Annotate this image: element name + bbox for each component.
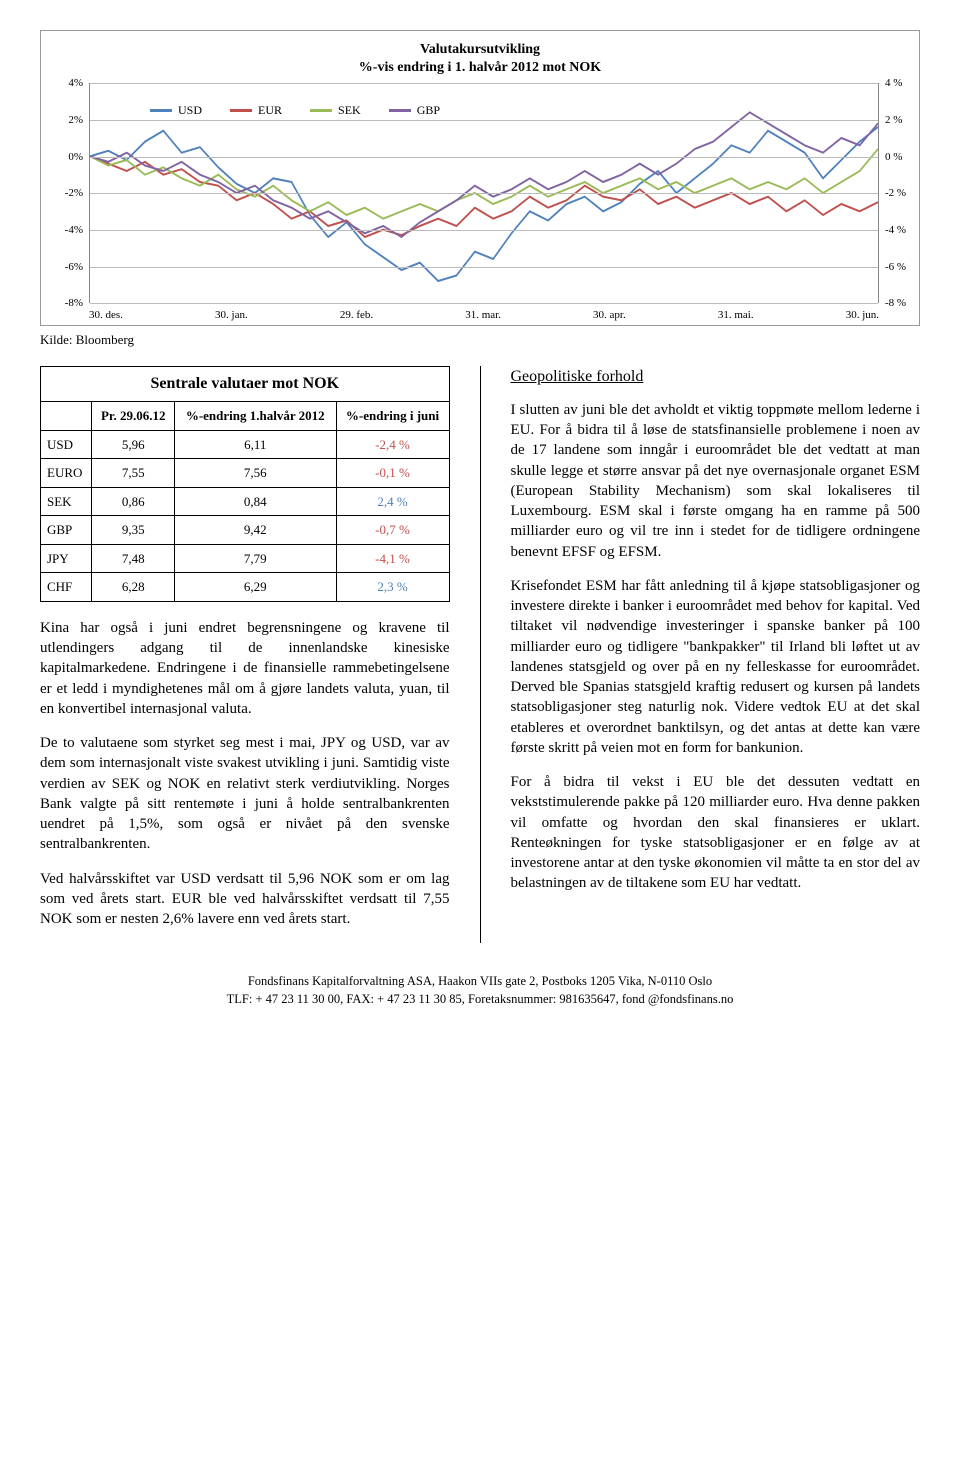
- right-p3: For å bidra til vekst i EU ble det dessu…: [511, 772, 921, 894]
- footer-line1: Fondsfinans Kapitalforvaltning ASA, Haak…: [40, 973, 920, 991]
- right-column: Geopolitiske forhold I slutten av juni b…: [511, 366, 921, 907]
- right-heading: Geopolitiske forhold: [511, 366, 921, 388]
- left-p1: Kina har også i juni endret begrensninge…: [40, 618, 450, 719]
- y-axis-right: 4 %2 %0 %-2 %-4 %-6 %-8 %: [885, 83, 915, 303]
- text-columns: Sentrale valutaer mot NOK Pr. 29.06.12%-…: [40, 366, 920, 943]
- currency-chart: Valutakursutvikling %-vis endring i 1. h…: [40, 30, 920, 326]
- right-p2: Krisefondet ESM har fått anledning til å…: [511, 576, 921, 758]
- table-title: Sentrale valutaer mot NOK: [40, 366, 450, 401]
- left-p3: Ved halvårsskiftet var USD verdsatt til …: [40, 869, 450, 930]
- y-axis-left: 4%2%0%-2%-4%-6%-8%: [53, 83, 83, 303]
- column-divider: [480, 366, 481, 943]
- chart-title-line1: Valutakursutvikling: [420, 42, 540, 57]
- chart-title-line2: %-vis endring i 1. halvår 2012 mot NOK: [359, 60, 601, 75]
- left-p2: De to valutaene som styrket seg mest i m…: [40, 733, 450, 855]
- left-column: Sentrale valutaer mot NOK Pr. 29.06.12%-…: [40, 366, 450, 943]
- right-p1: I slutten av juni ble det avholdt et vik…: [511, 400, 921, 562]
- page-footer: Fondsfinans Kapitalforvaltning ASA, Haak…: [40, 973, 920, 1008]
- x-axis: 30. des.30. jan.29. feb.31. mar.30. apr.…: [89, 309, 879, 321]
- chart-source: Kilde: Bloomberg: [40, 332, 920, 348]
- chart-title: Valutakursutvikling %-vis endring i 1. h…: [51, 41, 909, 77]
- plot-region: USDEURSEKGBP: [89, 83, 879, 303]
- currency-table: Pr. 29.06.12%-endring 1.halvår 2012%-end…: [40, 401, 450, 602]
- footer-line2: TLF: + 47 23 11 30 00, FAX: + 47 23 11 3…: [40, 991, 920, 1009]
- chart-plot-area: 4%2%0%-2%-4%-6%-8% 4 %2 %0 %-2 %-4 %-6 %…: [89, 83, 879, 303]
